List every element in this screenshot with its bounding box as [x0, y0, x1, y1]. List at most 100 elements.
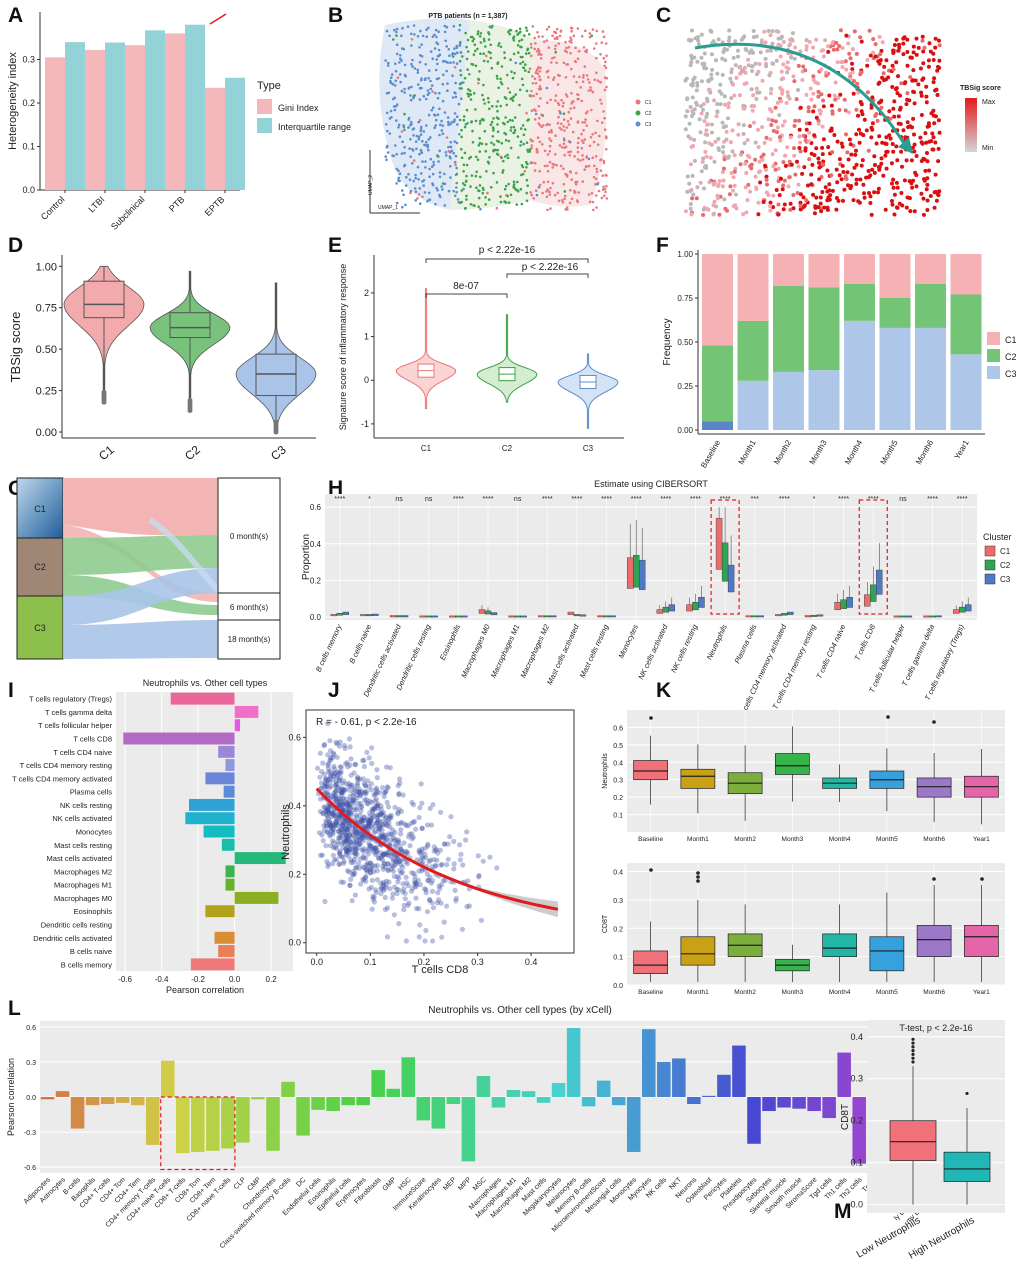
umap-point: [521, 124, 525, 127]
box-c2: [810, 614, 818, 617]
y-tick-label: 0.00: [677, 426, 693, 435]
umap-point: [435, 58, 439, 61]
scatter-point: [362, 797, 368, 803]
map-point: [687, 121, 692, 126]
umap-point: [492, 171, 495, 175]
map-point: [760, 78, 765, 83]
map-point: [811, 45, 815, 50]
umap-point: [496, 123, 499, 126]
scatter-point: [323, 775, 329, 781]
panel-label-c: C: [656, 4, 671, 27]
umap-point: [449, 140, 453, 144]
map-point: [823, 185, 828, 190]
map-point: [850, 47, 855, 52]
map-point: [876, 59, 881, 64]
map-point: [814, 115, 819, 120]
map-point: [798, 200, 803, 205]
map-point: [841, 198, 845, 203]
map-point: [698, 180, 703, 185]
umap-point: [452, 120, 456, 124]
map-point: [899, 149, 904, 154]
scatter-point: [354, 792, 360, 798]
outlier: [696, 879, 700, 883]
scatter-point: [347, 801, 353, 807]
y-tick-label: 0.3: [22, 55, 35, 65]
umap-point: [501, 169, 505, 172]
umap-point: [397, 126, 400, 129]
scatter-point: [364, 789, 370, 795]
scatter-point: [360, 864, 366, 870]
box-c1: [478, 609, 486, 614]
x-tick-label: Month3: [782, 989, 804, 996]
map-point: [785, 90, 790, 95]
map-point: [864, 175, 869, 180]
scatter-point: [383, 835, 389, 841]
outlier: [649, 716, 653, 720]
box-c1: [330, 614, 338, 617]
scatter-point: [369, 825, 375, 832]
map-point: [914, 154, 919, 158]
map-point: [912, 142, 917, 147]
scatter-point: [437, 847, 443, 853]
map-point: [751, 29, 756, 33]
scatter-point: [378, 806, 384, 812]
y-tick-label: 0.1: [22, 142, 35, 152]
x-tick-label: MEP: [442, 1176, 458, 1192]
scatter-point: [331, 793, 337, 799]
scatter-point: [375, 813, 381, 820]
map-point: [854, 148, 858, 153]
umap-point: [431, 182, 434, 185]
map-point: [854, 132, 859, 137]
umap-point: [576, 199, 579, 202]
umap-point: [546, 101, 549, 104]
box-c2: [870, 584, 877, 602]
umap-point: [546, 153, 550, 156]
scatter-point: [413, 880, 419, 886]
map-point: [760, 157, 765, 162]
box-c2: [929, 615, 936, 618]
scatter-point: [325, 792, 331, 798]
map-point: [740, 68, 745, 73]
map-point: [820, 145, 825, 150]
scatter-point: [335, 822, 341, 828]
map-point: [891, 51, 896, 55]
y-tick-label: Eosinophils: [74, 907, 113, 916]
umap-point: [580, 146, 584, 150]
umap-point: [562, 112, 566, 115]
scatter-point: [375, 828, 382, 834]
scatter-point: [392, 804, 398, 811]
map-point: [845, 150, 850, 155]
umap-point: [410, 162, 414, 165]
umap-point: [584, 112, 588, 115]
umap-point: [574, 171, 578, 175]
scatter-point: [377, 823, 383, 829]
scatter-point: [392, 884, 398, 890]
map-point: [795, 191, 800, 195]
scatter-point: [349, 898, 355, 904]
umap-point: [581, 121, 584, 124]
umap-point: [481, 93, 484, 97]
umap-point: [410, 122, 413, 126]
legend-swatch: [987, 332, 1000, 345]
map-point: [816, 205, 821, 210]
map-point: [864, 128, 869, 133]
map-point: [877, 80, 882, 85]
umap-point: [421, 160, 424, 163]
legend-title: Cluster: [983, 532, 1012, 542]
umap-point: [429, 79, 432, 83]
panel-label-e: E: [328, 234, 342, 257]
umap-point: [432, 160, 435, 164]
umap-point: [555, 61, 558, 65]
map-point: [935, 68, 940, 73]
scatter-point: [333, 798, 340, 804]
umap-point: [450, 120, 454, 124]
umap-point: [394, 62, 397, 66]
map-point: [924, 100, 929, 105]
correlation-bar: [225, 865, 235, 878]
map-point: [936, 64, 940, 69]
umap-point: [453, 160, 457, 164]
scatter-point: [387, 886, 393, 892]
umap-point: [492, 129, 495, 132]
scatter-point: [340, 828, 346, 835]
umap-point: [412, 159, 416, 162]
